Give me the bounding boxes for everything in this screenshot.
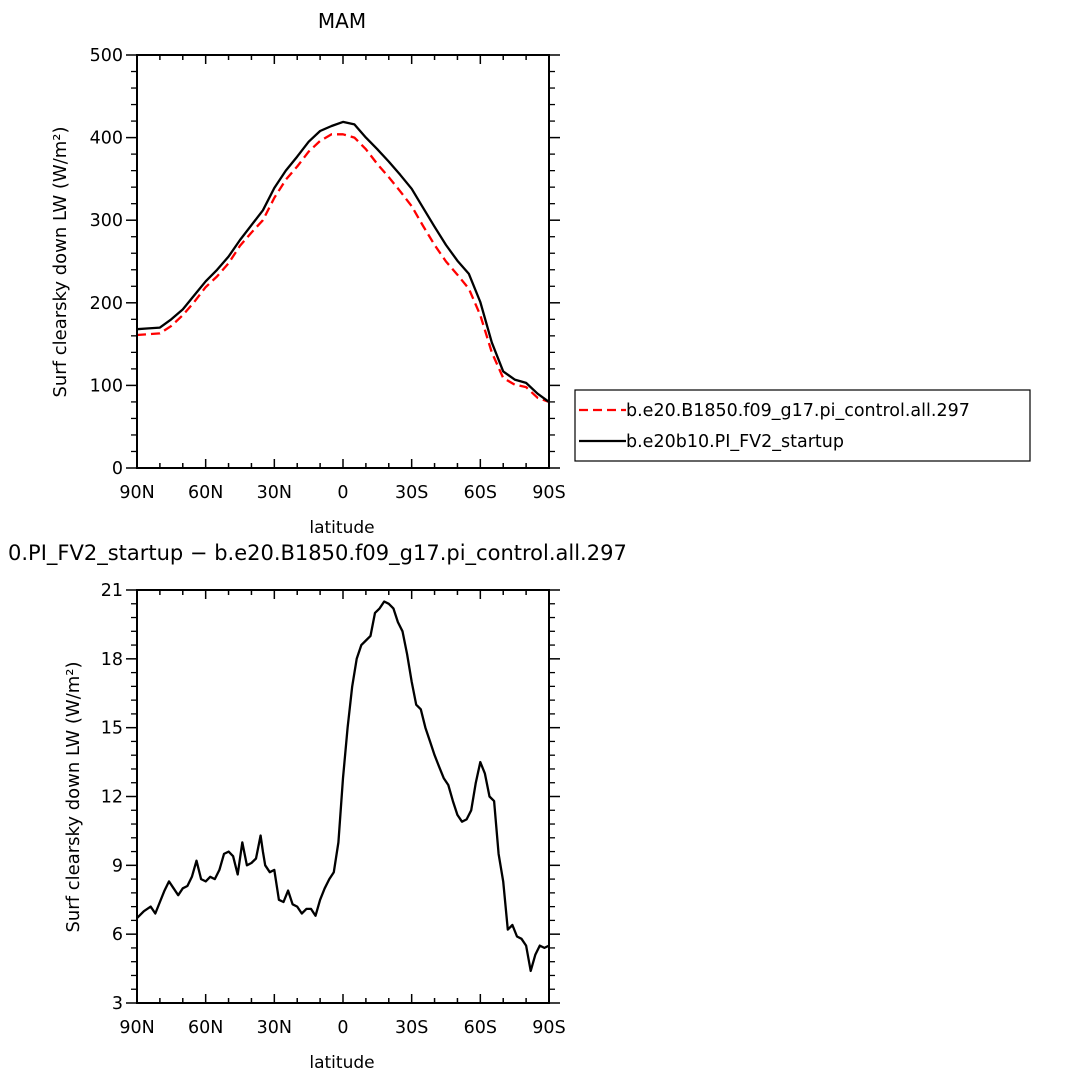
top-plot-frame — [136, 54, 550, 469]
y-tick-label: 15 — [101, 719, 123, 739]
top-axis-ticks: 90N 60N 30N 0 30S 60S 90S 0 100 200 300 400 500 — [90, 46, 566, 503]
x-tick-label: 30S — [395, 483, 428, 503]
y-tick-label: 21 — [101, 581, 123, 601]
x-tick-label: 90N — [119, 483, 154, 503]
y-tick-label: 0 — [112, 459, 123, 479]
top-series-group — [136, 120, 550, 403]
legend-box — [574, 389, 1031, 462]
y-tick-label: 300 — [90, 211, 123, 231]
legend: b.e20.B1850.f09_g17.pi_control.all.297 b… — [574, 389, 1031, 462]
top-chart-panel: MAM Surf clearsky down LW (W/m²) latitud… — [50, 9, 566, 538]
bottom-axis-ticks: 90N 60N 30N 0 30S 60S 90S 3 6 9 12 15 18 21 — [101, 581, 566, 1038]
x-tick-label: 0 — [337, 483, 348, 503]
series-line-1 — [136, 133, 550, 403]
x-tick-label: 90S — [532, 483, 565, 503]
bottom-chart-panel: 0.PI_FV2_startup − b.e20.B1850.f09_g17.p… — [8, 541, 627, 1073]
x-tick-label: 30N — [257, 1018, 292, 1038]
y-tick-label: 3 — [112, 994, 123, 1014]
y-tick-label: 200 — [90, 294, 123, 314]
x-tick-label: 30S — [395, 1018, 428, 1038]
x-tick-label: 0 — [337, 1018, 348, 1038]
bottom-plot-frame — [136, 589, 550, 1004]
x-tick-label: 60S — [464, 483, 497, 503]
y-tick-label: 400 — [90, 129, 123, 149]
legend-label-series-2: b.e20b10.PI_FV2_startup — [626, 432, 844, 452]
y-tick-label: 500 — [90, 46, 123, 66]
y-tick-label: 18 — [101, 650, 123, 670]
bottom-x-axis-label: latitude — [309, 1053, 374, 1073]
top-x-axis-label: latitude — [309, 518, 374, 538]
x-tick-label: 30N — [257, 483, 292, 503]
series-line-1 — [136, 600, 550, 973]
bottom-series-group — [136, 600, 550, 973]
y-tick-label: 6 — [112, 925, 123, 945]
bottom-chart-title: 0.PI_FV2_startup − b.e20.B1850.f09_g17.p… — [8, 541, 627, 566]
series-line-2 — [136, 120, 550, 403]
x-tick-label: 60N — [188, 1018, 223, 1038]
bottom-y-axis-label: Surf clearsky down LW (W/m²) — [63, 661, 84, 932]
x-tick-label: 60N — [188, 483, 223, 503]
y-tick-label: 12 — [101, 788, 123, 808]
top-y-axis-label: Surf clearsky down LW (W/m²) — [50, 126, 71, 397]
x-tick-label: 90N — [119, 1018, 154, 1038]
legend-label-series-1: b.e20.B1850.f09_g17.pi_control.all.297 — [626, 401, 970, 421]
y-tick-label: 100 — [90, 376, 123, 396]
x-tick-label: 90S — [532, 1018, 565, 1038]
top-chart-title: MAM — [318, 9, 366, 33]
x-tick-label: 60S — [464, 1018, 497, 1038]
y-tick-label: 9 — [112, 856, 123, 876]
